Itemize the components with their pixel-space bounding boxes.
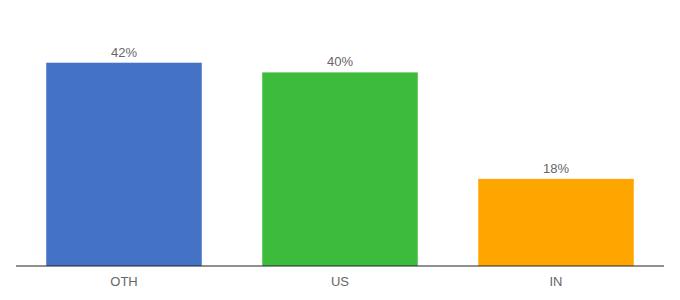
x-axis: OTH US IN [16, 266, 664, 289]
data-labels: 42% 40% 18% [111, 45, 569, 176]
page: {"chart_data": {"type": "bar", "categori… [0, 0, 680, 300]
bar [262, 72, 418, 266]
chart-svg: 42% 40% 18% OTH US IN [0, 0, 680, 300]
x-tick-label: US [331, 274, 349, 289]
x-tick-label: IN [550, 274, 563, 289]
bar [478, 179, 634, 266]
bars [46, 63, 634, 266]
data-label: 42% [111, 45, 137, 60]
data-label: 18% [543, 161, 569, 176]
data-label: 40% [327, 54, 353, 69]
x-tick-label: OTH [110, 274, 137, 289]
x-axis-line [16, 265, 664, 266]
chart-container: 42% 40% 18% OTH US IN [0, 0, 680, 300]
plot-area: 42% 40% 18% OTH US IN [16, 45, 664, 289]
bar [46, 63, 202, 266]
